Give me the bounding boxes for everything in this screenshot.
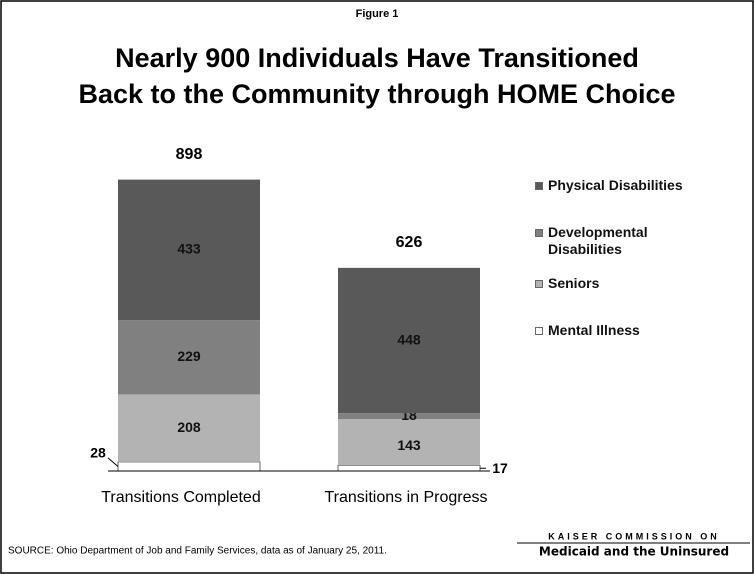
total-label: 898 [176, 146, 203, 163]
figure-label: Figure 1 [356, 8, 399, 20]
legend-swatch [535, 280, 543, 288]
logo-bottom: Medicaid and the Uninsured [539, 545, 729, 559]
value-label: 448 [397, 331, 421, 347]
chart-title: Nearly 900 Individuals Have Transitioned [115, 43, 639, 73]
value-label: 28 [90, 445, 106, 461]
bar-segment [118, 179, 260, 321]
legend-swatch [535, 327, 543, 335]
leader-line [107, 457, 119, 467]
bar-segment [118, 320, 260, 395]
legend-label: Mental Illness [548, 322, 640, 338]
bar-segment [117, 461, 261, 472]
bar-segment [338, 419, 480, 466]
logo-top: KAISER COMMISSION ON [548, 531, 720, 541]
x-tick-label: Transitions Completed [101, 489, 260, 506]
x-tick-label: Transitions in Progress [324, 489, 487, 506]
legend-swatch [535, 229, 543, 237]
total-label: 626 [396, 234, 423, 251]
value-label: 143 [397, 437, 421, 453]
legend-swatch [535, 182, 543, 190]
bar-segment [338, 267, 480, 414]
value-label: 229 [177, 348, 201, 364]
bar-segment [338, 413, 480, 420]
value-label: 208 [177, 419, 201, 435]
source: SOURCE: Ohio Department of Job and Famil… [8, 546, 387, 557]
legend-label: Seniors [548, 275, 600, 291]
chart-title: Back to the Community through HOME Choic… [78, 79, 675, 109]
legend-label: Physical Disabilities [548, 177, 683, 193]
value-label: 17 [492, 460, 508, 476]
bar-segment [337, 464, 481, 472]
legend-label: Developmental Disabilities [548, 224, 648, 257]
value-label: 433 [177, 241, 201, 257]
bar-segment [118, 394, 260, 462]
